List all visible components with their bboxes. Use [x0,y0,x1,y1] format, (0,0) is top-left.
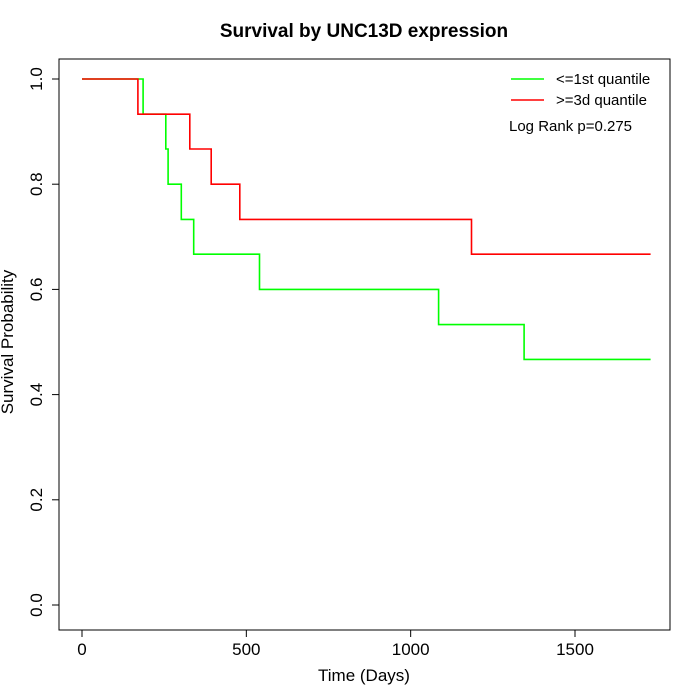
legend-label-low: <=1st quantile [556,71,650,88]
y-tick-label: 0.2 [27,488,46,512]
y-axis-label: Survival Probability [0,269,17,414]
x-tick-label: 0 [77,640,86,659]
y-tick-label: 1.0 [27,67,46,91]
y-tick-label: 0.8 [27,172,46,196]
y-tick-label: 0.6 [27,278,46,302]
legend-label-high: >=3d quantile [556,92,647,109]
x-tick-label: 500 [232,640,260,659]
x-tick-label: 1000 [392,640,430,659]
series-layer [82,78,651,361]
x-tick-label: 1500 [556,640,594,659]
series-high-quantile [82,78,651,255]
y-tick-label: 0.0 [27,593,46,617]
y-tick-label: 0.4 [27,383,46,407]
x-axis-label: Time (Days) [318,666,410,685]
chart-title: Survival by UNC13D expression [220,21,508,42]
y-axis: 0.0 0.2 0.4 0.6 0.8 1.0 [27,67,60,617]
plot-frame [58,58,671,631]
x-axis: 0 500 1000 1500 [77,629,594,659]
log-rank-annotation: Log Rank p=0.275 [509,118,632,135]
legend: <=1st quantile >=3d quantile [511,71,650,109]
